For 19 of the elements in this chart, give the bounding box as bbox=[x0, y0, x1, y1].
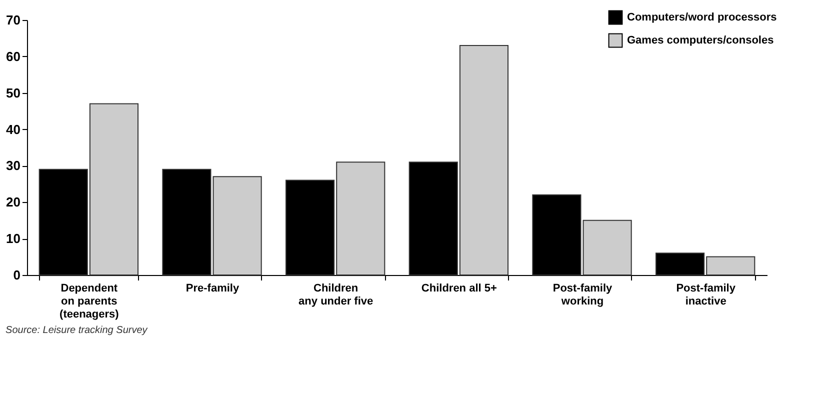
y-tick-label: 30 bbox=[6, 158, 20, 174]
x-tick-label: Post-family inactive bbox=[676, 282, 736, 308]
x-tick-label: Dependent on parents (teenagers) bbox=[60, 282, 120, 320]
bar bbox=[212, 176, 262, 276]
legend-label: Computers/word processors bbox=[627, 12, 777, 24]
bar bbox=[582, 220, 632, 276]
y-tick-label: 10 bbox=[6, 231, 20, 246]
source-note: Source: Leisure tracking Survey bbox=[6, 325, 148, 336]
x-tick-label: Pre-family bbox=[186, 282, 240, 294]
y-tick-label: 20 bbox=[6, 194, 20, 210]
legend-label: Games computers/consoles bbox=[627, 34, 774, 46]
y-tick-label: 50 bbox=[6, 85, 20, 100]
x-tick-label: Children any under five bbox=[298, 282, 374, 308]
x-tick-label: Children all 5+ bbox=[421, 282, 497, 294]
y-tick-label: 70 bbox=[6, 12, 20, 28]
y-tick-label: 60 bbox=[6, 48, 20, 64]
x-tick-label: Post-family working bbox=[552, 282, 614, 308]
y-tick-label: 0 bbox=[13, 268, 20, 282]
y-tick-label: 40 bbox=[6, 122, 20, 137]
